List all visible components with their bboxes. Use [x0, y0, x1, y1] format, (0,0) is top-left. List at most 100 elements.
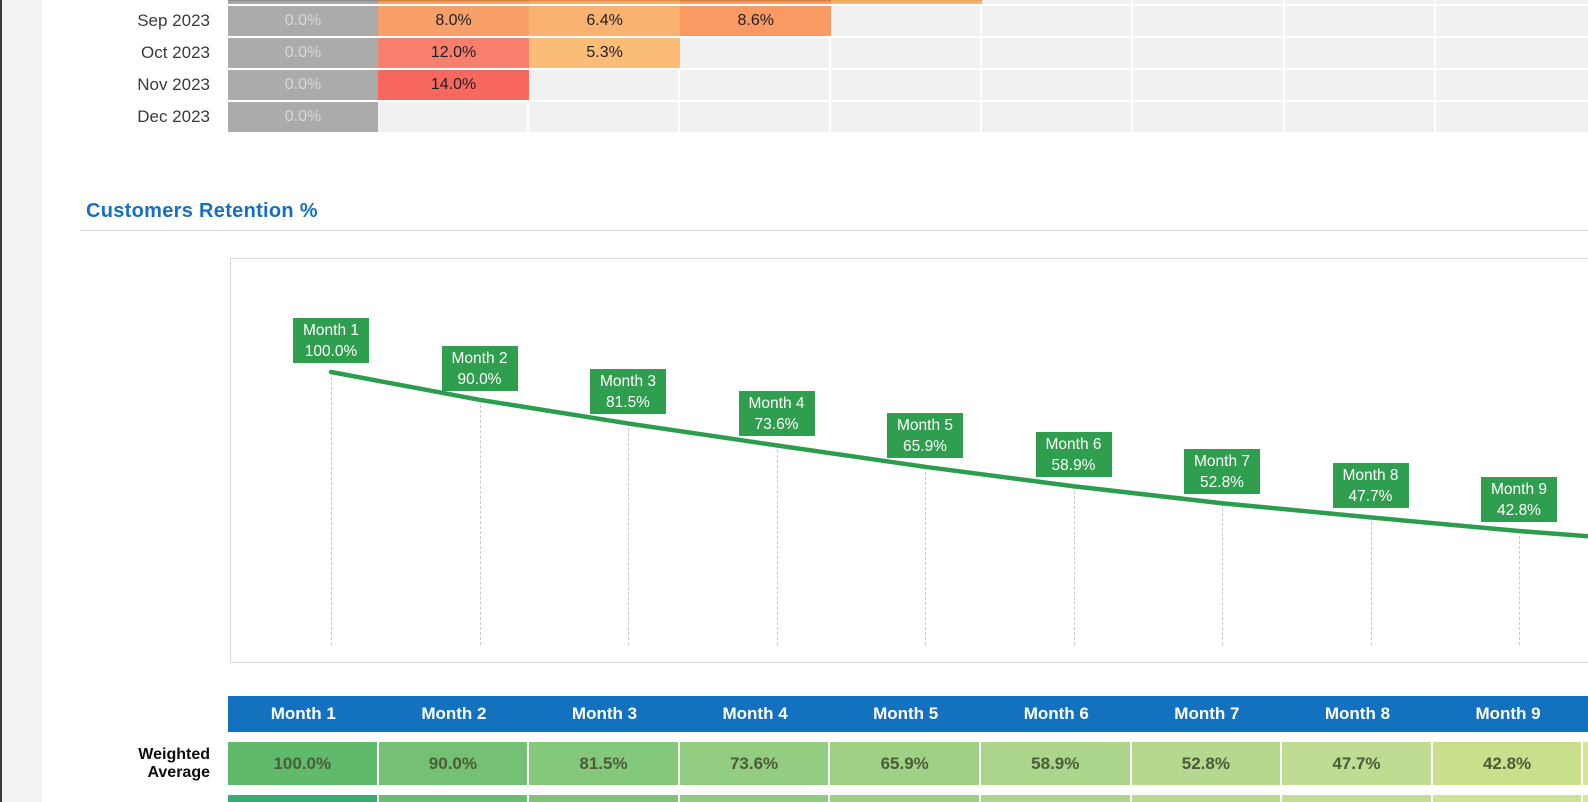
chart-data-label: Month 5 65.9%: [887, 412, 963, 458]
cohort-empty-cell: [982, 0, 1134, 4]
cohort-row: 0.0% 8.0% 6.4% 8.6%: [228, 6, 1588, 36]
window-left-edge: [0, 0, 2, 802]
chart-drop-line: [925, 466, 926, 645]
summary-next-row-cell: [1131, 795, 1283, 802]
cohort-heat-cell: 6.4%: [529, 6, 681, 36]
cohort-empty-cell: [982, 102, 1134, 132]
cohort-cell-new-customers: 0.0%: [228, 70, 378, 100]
chart-data-label-category: Month 1: [302, 322, 359, 339]
chart-data-label-value: 100.0%: [304, 343, 358, 360]
summary-header-cell: Month 3: [571, 704, 638, 723]
chart-drop-line: [479, 399, 481, 645]
weighted-average-label-line1: Weighted: [138, 745, 210, 763]
chart-data-label-category: Month 9: [1490, 481, 1547, 499]
weighted-average-cell: 52.8%: [1131, 742, 1283, 785]
cohort-row-label: Nov 2023: [137, 75, 210, 94]
cohort-row: 0.0% 12.0% 5.3%: [228, 38, 1588, 68]
cohort-empty-cell: [1133, 0, 1285, 4]
cohort-cell-new-customers: [228, 0, 378, 4]
cohort-empty-cell: [529, 70, 681, 100]
cohort-heat-cell: [378, 0, 530, 4]
chart-data-label: Month 6 58.9%: [1035, 432, 1112, 478]
summary-next-row-cell-partial: [1583, 795, 1588, 802]
cohort-row: 0.0%: [228, 102, 1588, 132]
summary-next-row-cell: [1282, 795, 1433, 802]
cohort-empty-cell: [831, 70, 983, 100]
cohort-heat-cell: 12.0%: [378, 38, 530, 68]
summary-header-cell: Month 6: [1023, 704, 1089, 723]
chart-data-label-category: Month 7: [1193, 453, 1250, 471]
summary-next-row-cell: [378, 795, 530, 802]
cohort-empty-cell: [1435, 70, 1588, 100]
cohort-empty-cell: [1284, 102, 1436, 132]
chart-data-label-value: 65.9%: [903, 437, 947, 455]
cohort-cell-new-customers: 0.0%: [228, 102, 378, 132]
weighted-average-label-line2: Average: [147, 763, 210, 781]
chart-data-label-value: 73.6%: [754, 416, 799, 434]
summary-header-cell: Month 5: [873, 704, 939, 723]
chart-data-label-value: 81.5%: [606, 394, 650, 412]
chart-drop-line: [1073, 486, 1075, 645]
cohort-empty-cell: [982, 70, 1134, 100]
weighted-average-cell: 65.9%: [830, 742, 981, 785]
chart-data-label-category: Month 5: [896, 416, 953, 434]
cohort-empty-cell: [1284, 70, 1436, 100]
weighted-average-row: 100.0% 90.0% 81.5% 73.6% 65.9% 58.9% 52.8% 47.7…: [228, 742, 1588, 785]
summary-header-cell: Month 7: [1174, 704, 1240, 723]
cohort-empty-cell: [831, 102, 983, 132]
cohort-heat-cell: [680, 0, 832, 4]
summary-next-row-cell: [830, 795, 981, 802]
section-title: Customers Retention %: [86, 200, 318, 222]
weighted-average-cell: 42.8%: [1432, 742, 1584, 785]
cohort-empty-cell: [529, 102, 681, 132]
weighted-average-cell: 73.6%: [679, 742, 831, 785]
summary-next-row-cell: [980, 795, 1132, 802]
summary-header-cell: Month 2: [421, 704, 487, 723]
cohort-empty-cell: [1284, 6, 1436, 36]
chart-data-label-category: Month 6: [1045, 436, 1102, 454]
chart-drop-line: [331, 372, 332, 645]
title-underline: [80, 230, 1588, 231]
summary-header-cell: Month 8: [1324, 704, 1391, 723]
chart-data-label-value: 47.7%: [1348, 488, 1393, 506]
cohort-empty-cell: [1435, 0, 1588, 4]
chart-drop-line: [628, 423, 629, 645]
cohort-empty-cell: [1133, 70, 1285, 100]
weighted-average-cell-partial: [1583, 742, 1588, 785]
summary-header-cell: Month 9: [1475, 704, 1541, 723]
chart-data-label-value: 52.8%: [1200, 474, 1244, 492]
weighted-average-cell: 90.0%: [378, 742, 530, 785]
chart-data-label: Month 3 81.5%: [590, 369, 666, 415]
chart-data-label: Month 7 52.8%: [1184, 449, 1260, 495]
weighted-average-cell: 81.5%: [529, 742, 680, 785]
summary-next-row-cell: [1432, 795, 1584, 802]
cohort-empty-cell: [1284, 38, 1436, 68]
cohort-empty-cell: [680, 70, 832, 100]
cohort-empty-cell: [1133, 102, 1285, 132]
chart-data-label-category: Month 8: [1342, 467, 1399, 485]
cohort-empty-cell: [1435, 102, 1588, 132]
cohort-cell-new-customers: 0.0%: [228, 6, 378, 36]
cohort-empty-cell: [1435, 6, 1588, 36]
retention-series-line: [328, 369, 1588, 539]
cohort-empty-cell: [982, 6, 1134, 36]
chart-data-label: Month 2 90.0%: [441, 345, 518, 391]
retention-line-chart: Month 1 100.0% Month 2 90.0% Month 3 81.5% Mon…: [230, 258, 1588, 663]
chart-drop-line: [1519, 531, 1520, 645]
cohort-empty-cell: [1133, 38, 1285, 68]
cohort-empty-cell: [680, 102, 832, 132]
chart-drop-line: [1370, 517, 1372, 645]
cohort-row: 0.0% 14.0%: [228, 70, 1588, 100]
weighted-average-cell: 100.0%: [228, 742, 379, 785]
summary-next-row-cell: [679, 795, 831, 802]
cohort-empty-cell: [1284, 0, 1436, 4]
cohort-cell-new-customers: 0.0%: [228, 38, 378, 68]
summary-header-cell: Month 4: [722, 704, 788, 723]
cohort-heat-cell: [831, 0, 983, 4]
summary-next-row-cell: [529, 795, 680, 802]
cohort-empty-cell: [1133, 6, 1285, 36]
cohort-row-label: Oct 2023: [141, 43, 210, 62]
cohort-row-label: Sep 2023: [137, 11, 210, 30]
chart-data-label-value: 42.8%: [1497, 502, 1541, 520]
cohort-row-partial-top: [228, 0, 1588, 4]
